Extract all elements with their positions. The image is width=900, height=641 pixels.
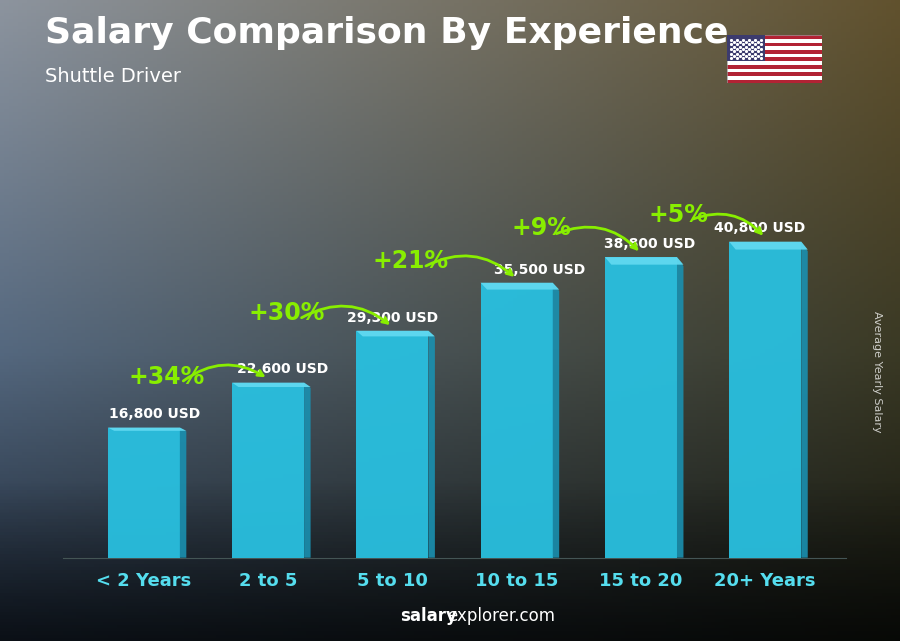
Bar [356, 331, 428, 558]
Polygon shape [801, 242, 807, 558]
Bar [481, 283, 553, 558]
Bar [727, 69, 822, 72]
Text: 38,800 USD: 38,800 USD [604, 237, 695, 251]
Bar [727, 46, 822, 50]
Text: explorer.com: explorer.com [447, 607, 555, 625]
Polygon shape [180, 428, 186, 558]
Bar [727, 39, 822, 43]
Polygon shape [232, 383, 310, 387]
Bar [727, 54, 822, 58]
Polygon shape [605, 257, 683, 265]
Polygon shape [677, 257, 683, 558]
Bar [232, 383, 304, 558]
Text: +21%: +21% [373, 249, 449, 273]
Text: +5%: +5% [648, 203, 708, 226]
Bar [729, 242, 801, 558]
Text: 29,300 USD: 29,300 USD [346, 310, 438, 324]
Text: 35,500 USD: 35,500 USD [494, 263, 586, 276]
Text: 22,600 USD: 22,600 USD [237, 362, 328, 376]
Text: +30%: +30% [248, 301, 325, 325]
Bar [727, 43, 822, 46]
Polygon shape [553, 283, 559, 558]
Text: Average Yearly Salary: Average Yearly Salary [872, 311, 883, 433]
Polygon shape [729, 242, 807, 249]
Bar [108, 428, 180, 558]
Text: 40,800 USD: 40,800 USD [714, 221, 805, 235]
Polygon shape [108, 428, 186, 431]
Bar [605, 257, 677, 558]
Bar [727, 58, 822, 61]
Bar [727, 35, 765, 61]
Bar [727, 79, 822, 83]
Text: 16,800 USD: 16,800 USD [109, 407, 200, 421]
Bar [727, 50, 822, 54]
Text: Shuttle Driver: Shuttle Driver [45, 67, 181, 87]
Polygon shape [428, 331, 435, 558]
Polygon shape [481, 283, 559, 290]
Bar [727, 35, 822, 39]
Bar [727, 76, 822, 79]
Bar [727, 61, 822, 65]
Polygon shape [304, 383, 310, 558]
Text: salary: salary [400, 607, 457, 625]
Polygon shape [356, 331, 435, 337]
Text: +34%: +34% [128, 365, 204, 389]
Bar [727, 65, 822, 69]
Bar [727, 72, 822, 76]
Text: Salary Comparison By Experience: Salary Comparison By Experience [45, 16, 728, 50]
Text: +9%: +9% [511, 217, 572, 240]
